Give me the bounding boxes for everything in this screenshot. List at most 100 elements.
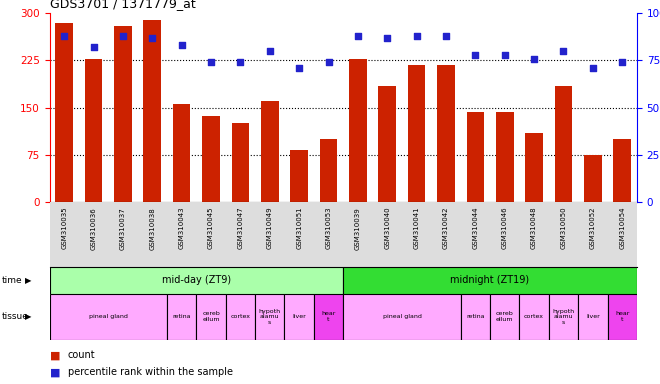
Text: GSM310035: GSM310035 (61, 207, 67, 250)
Bar (255, 294, 284, 340)
Bar (467, 112, 484, 202)
Text: retina: retina (466, 314, 484, 319)
Point (323, 59, 334, 65)
Text: liver: liver (292, 314, 306, 319)
Bar (50, 294, 167, 340)
Bar (343, 294, 461, 340)
Bar (584, 155, 602, 202)
Point (470, 52, 480, 58)
Text: GSM310051: GSM310051 (296, 207, 302, 250)
Point (500, 52, 510, 58)
Text: GDS3701 / 1371779_at: GDS3701 / 1371779_at (50, 0, 195, 10)
Text: GSM310046: GSM310046 (502, 207, 508, 250)
Point (587, 65, 598, 71)
Text: GSM310052: GSM310052 (590, 207, 596, 249)
Text: ▶: ▶ (25, 276, 32, 285)
Bar (461, 294, 490, 340)
Text: GSM310039: GSM310039 (355, 207, 361, 250)
Text: cortex: cortex (524, 314, 544, 319)
Bar (284, 294, 314, 340)
Bar (202, 116, 220, 202)
Text: midnight (ZT19): midnight (ZT19) (451, 275, 529, 285)
Text: cortex: cortex (230, 314, 250, 319)
Text: GSM310044: GSM310044 (473, 207, 478, 249)
Text: GSM310038: GSM310038 (149, 207, 155, 250)
Point (176, 42, 187, 48)
Point (294, 65, 304, 71)
Point (265, 48, 275, 54)
Bar (349, 59, 367, 202)
Bar (519, 294, 549, 340)
Text: GSM310047: GSM310047 (238, 207, 244, 250)
Text: GSM310036: GSM310036 (90, 207, 96, 250)
Point (529, 56, 539, 62)
Point (235, 59, 246, 65)
Text: time: time (1, 276, 22, 285)
Point (382, 35, 393, 41)
Text: GSM310043: GSM310043 (179, 207, 185, 250)
Bar (50, 267, 343, 294)
Text: GSM310053: GSM310053 (325, 207, 331, 250)
Bar (578, 294, 607, 340)
Point (88, 44, 99, 50)
Bar (496, 112, 513, 202)
Text: ▶: ▶ (25, 312, 32, 321)
Text: hear
t: hear t (615, 311, 630, 322)
Bar (143, 20, 161, 202)
Bar (607, 294, 637, 340)
Text: tissue: tissue (1, 312, 28, 321)
Text: GSM310040: GSM310040 (384, 207, 390, 250)
Point (206, 59, 216, 65)
Text: ■: ■ (50, 350, 60, 360)
Text: pineal gland: pineal gland (383, 314, 421, 319)
Text: ■: ■ (50, 367, 60, 377)
Text: cereb
ellum: cereb ellum (202, 311, 220, 322)
Point (352, 33, 363, 39)
Bar (613, 139, 631, 202)
Bar (548, 294, 578, 340)
Text: GSM310050: GSM310050 (560, 207, 566, 250)
Text: percentile rank within the sample: percentile rank within the sample (68, 367, 233, 377)
Text: GSM310045: GSM310045 (208, 207, 214, 249)
Bar (261, 101, 279, 202)
Text: hypoth
alamu
s: hypoth alamu s (552, 308, 575, 325)
Bar (173, 104, 191, 202)
Point (558, 48, 569, 54)
Bar (114, 26, 132, 202)
Text: GSM310048: GSM310048 (531, 207, 537, 250)
Point (147, 35, 158, 41)
Text: pineal gland: pineal gland (89, 314, 127, 319)
Text: hear
t: hear t (321, 311, 336, 322)
Bar (290, 150, 308, 202)
Text: GSM310041: GSM310041 (414, 207, 420, 250)
Point (411, 33, 422, 39)
Bar (167, 294, 197, 340)
Bar (226, 294, 255, 340)
Text: count: count (68, 350, 96, 360)
Text: GSM310042: GSM310042 (443, 207, 449, 249)
Bar (378, 86, 396, 202)
Bar (314, 294, 343, 340)
Text: liver: liver (586, 314, 600, 319)
Bar (437, 65, 455, 202)
Bar (197, 294, 226, 340)
Bar (554, 86, 572, 202)
Bar (55, 23, 73, 202)
Bar (525, 132, 543, 202)
Text: GSM310054: GSM310054 (619, 207, 625, 249)
Bar (343, 267, 637, 294)
Text: mid-day (ZT9): mid-day (ZT9) (162, 275, 231, 285)
Text: cereb
ellum: cereb ellum (496, 311, 513, 322)
Point (617, 59, 628, 65)
Point (441, 33, 451, 39)
Text: GSM310037: GSM310037 (120, 207, 126, 250)
Bar (408, 65, 426, 202)
Bar (84, 59, 102, 202)
Text: retina: retina (172, 314, 191, 319)
Text: hypoth
alamu
s: hypoth alamu s (259, 308, 281, 325)
Point (59, 33, 69, 39)
Bar (319, 139, 337, 202)
Bar (490, 294, 519, 340)
Point (117, 33, 128, 39)
Text: GSM310049: GSM310049 (267, 207, 273, 250)
